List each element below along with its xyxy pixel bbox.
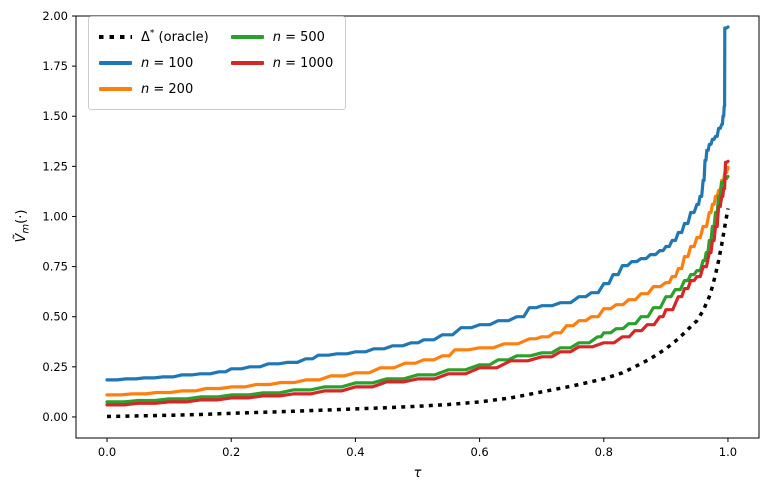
legend-label: n = 100: [141, 55, 194, 71]
y-tick-label: 1.75: [42, 59, 68, 73]
y-tick-label: 1.50: [42, 109, 68, 123]
legend-item: n = 500: [230, 24, 334, 50]
y-axis-label-subscript: m: [20, 223, 32, 234]
legend-item: Δ* (oracle): [99, 24, 209, 50]
legend-swatch: [99, 87, 132, 91]
legend-item: n = 100: [99, 50, 209, 76]
legend-item: n = 200: [99, 76, 209, 102]
y-tick-label: 1.25: [42, 159, 68, 173]
legend-item: n = 1000: [230, 50, 334, 76]
x-axis-ticks: 0.0 0.2 0.4 0.6 0.8 1.0: [98, 438, 737, 459]
series-line-Δ(oracle): [106, 208, 730, 419]
legend-label: n = 200: [141, 81, 194, 97]
legend: Δ* (oracle) n = 100 n = 200 n = 500 n = 1000: [88, 16, 347, 110]
y-tick-label: 2.00: [42, 9, 68, 23]
legend-swatch: [230, 35, 264, 39]
x-tick-label: 0.8: [595, 445, 613, 459]
y-axis-label-suffix: (·): [14, 209, 29, 224]
legend-label: n = 500: [272, 29, 325, 45]
legend-label: n = 1000: [272, 55, 334, 71]
plot-frame: [75, 15, 760, 439]
data-series: [105, 25, 730, 419]
y-tick-label: 0.50: [42, 310, 68, 324]
series-line-n200: [105, 165, 730, 397]
y-axis-label-base: Ṽ: [14, 233, 29, 243]
y-axis-ticks: 0.00 0.25 0.50 0.75 1.00 1.25 1.50 1.75 2.00: [42, 9, 76, 424]
x-tick-label: 0.4: [346, 445, 364, 459]
axes-spines: [75, 15, 760, 439]
y-tick-label: 0.25: [42, 360, 68, 374]
y-tick-label: 0.75: [42, 260, 68, 274]
legend-swatch: [99, 35, 132, 39]
x-tick-label: 0.6: [470, 445, 488, 459]
legend-label: Δ* (oracle): [141, 28, 209, 45]
series-line-n100: [105, 25, 730, 382]
x-tick-label: 1.0: [719, 445, 737, 459]
legend-swatch: [99, 61, 132, 65]
legend-swatch: [230, 61, 264, 65]
y-tick-label: 1.00: [42, 209, 68, 223]
y-axis-label: Ṽm(·): [14, 176, 34, 276]
series-line-n1000: [105, 159, 730, 407]
series-line-n500: [105, 174, 730, 404]
y-tick-label: 0.00: [42, 410, 68, 424]
x-tick-label: 0.2: [222, 445, 240, 459]
x-tick-label: 0.0: [98, 445, 116, 459]
x-axis-label: τ: [413, 466, 422, 481]
